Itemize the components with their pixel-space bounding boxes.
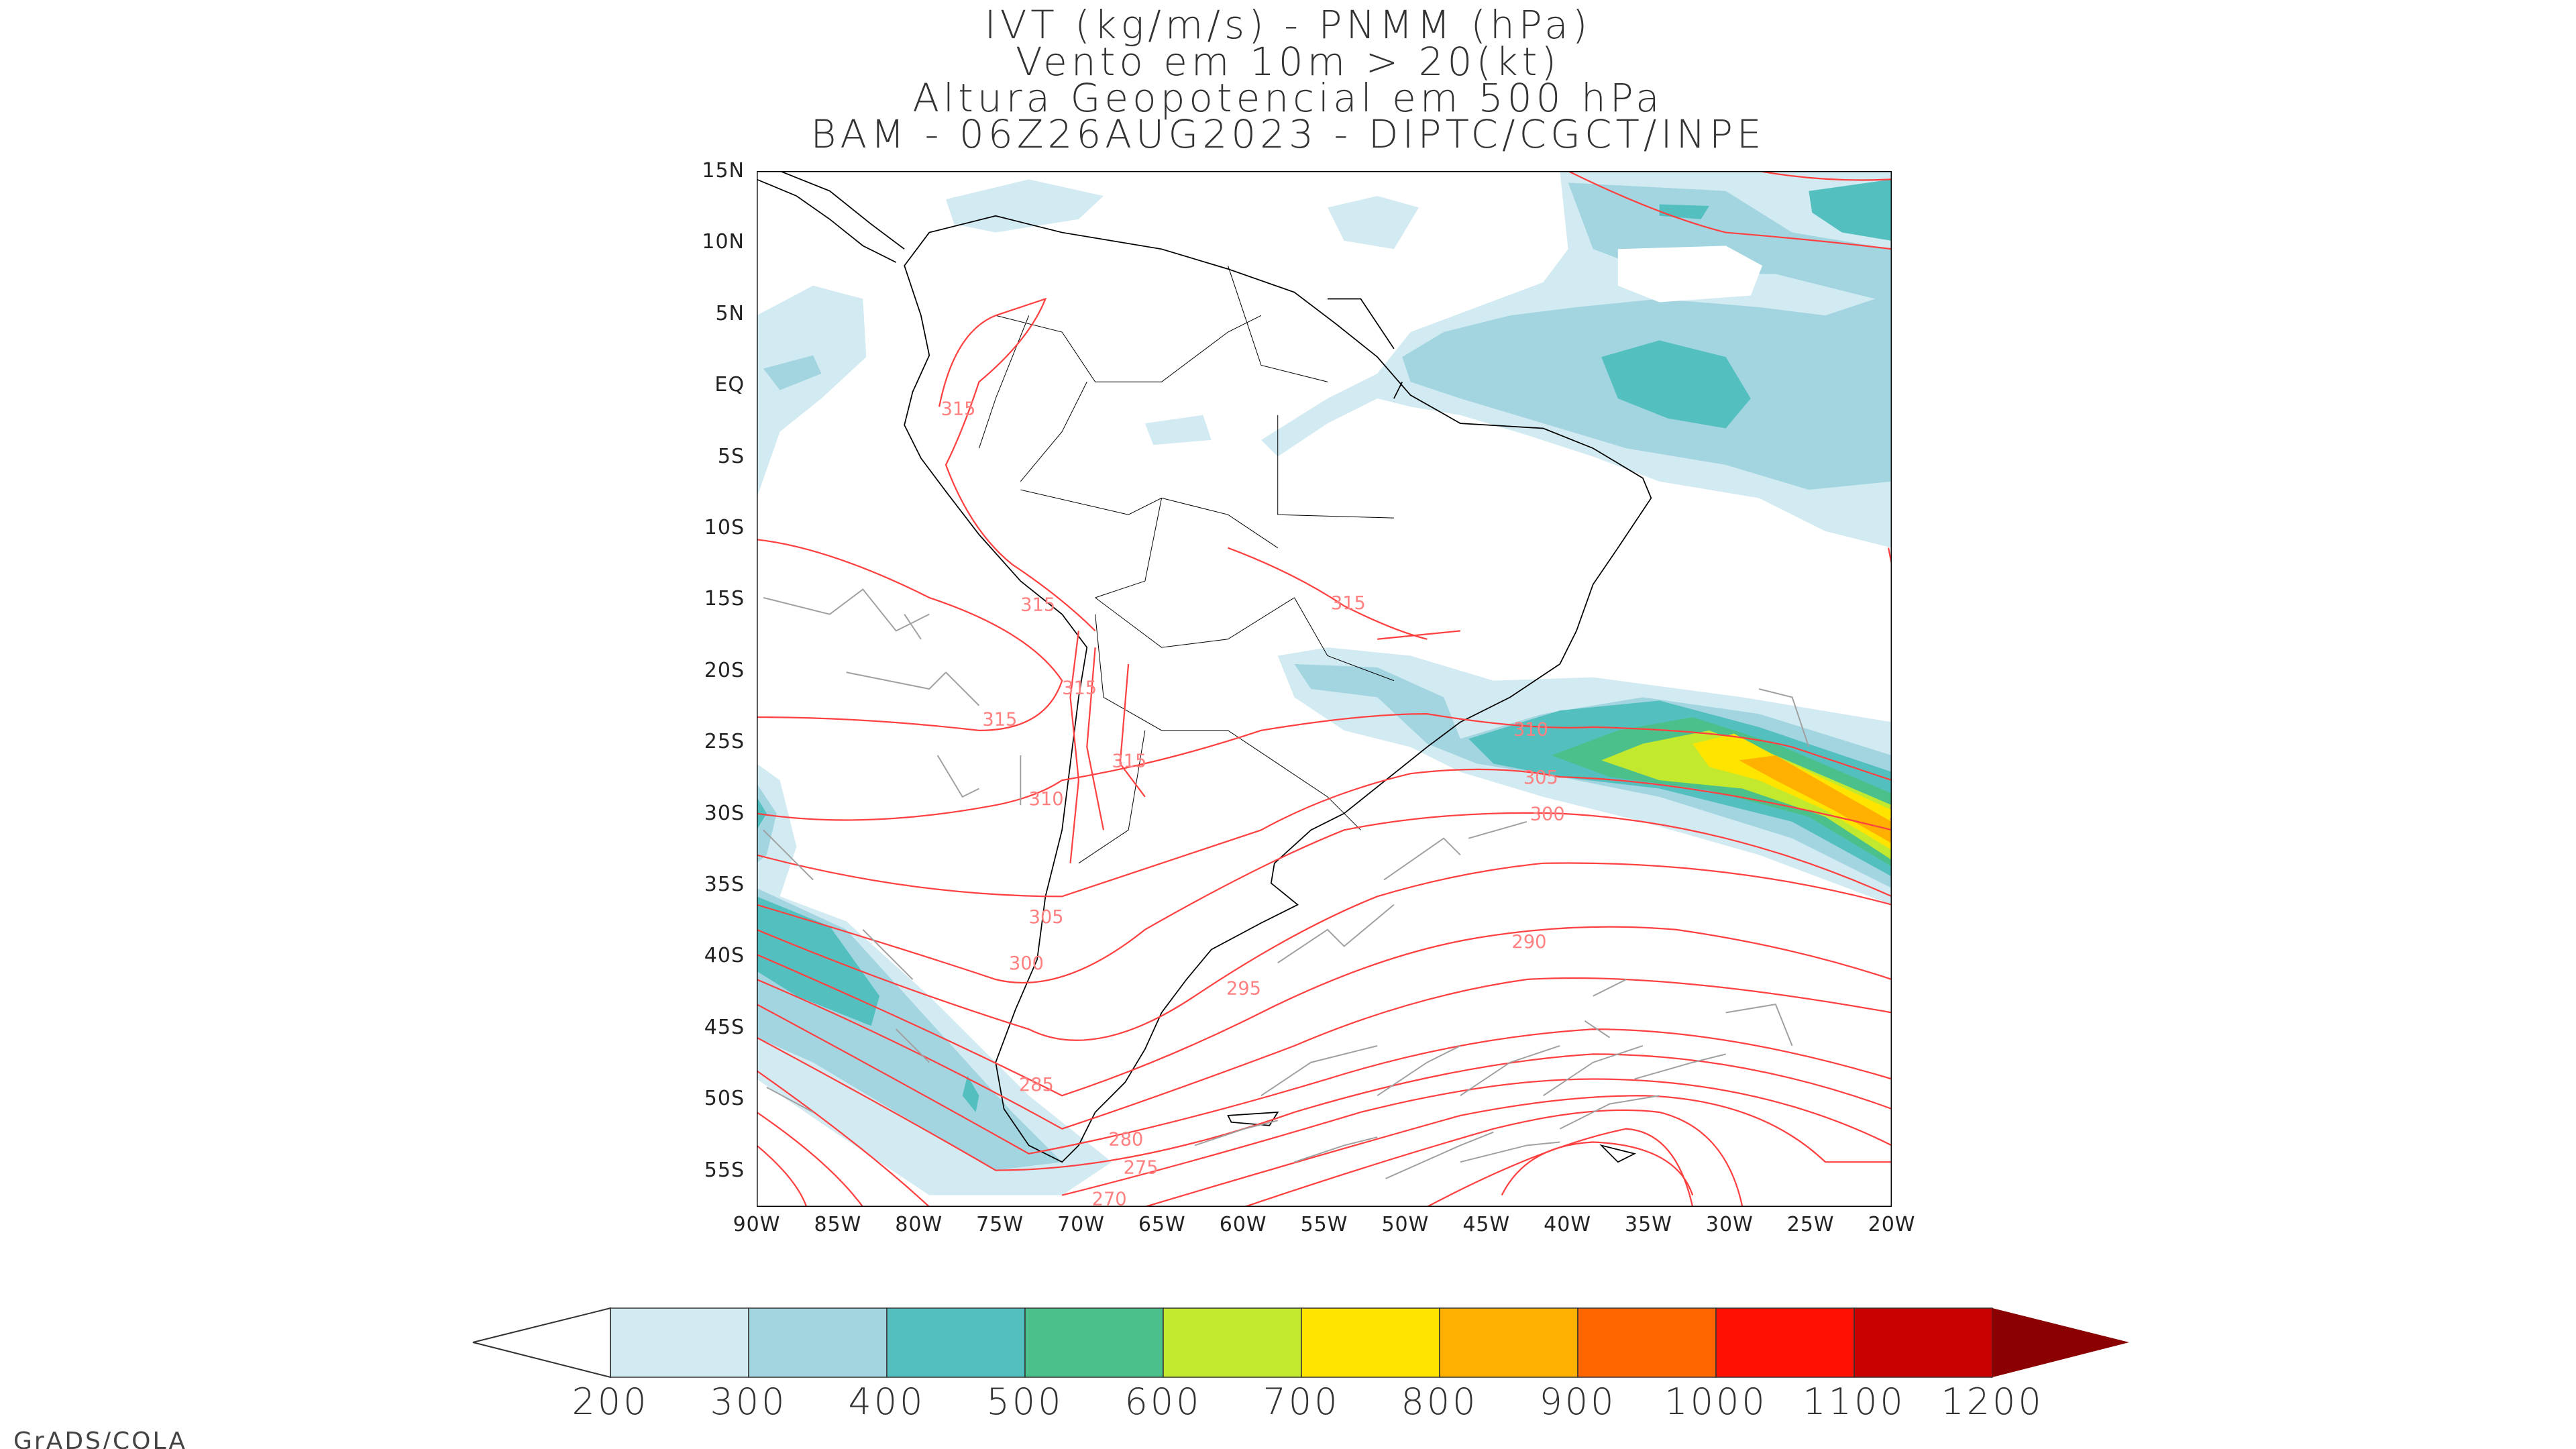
title-line-3: Altura Geopotencial em 500 hPa [912, 75, 1664, 121]
colorbar-box [1301, 1307, 1440, 1378]
colorbar-box [1577, 1307, 1717, 1378]
colorbar-label: 300 [710, 1381, 788, 1423]
colorbar-label: 600 [1124, 1381, 1202, 1423]
colorbar-box [1163, 1307, 1302, 1378]
lon-tick-label: 60W [1219, 1213, 1267, 1236]
lon-tick-label: 30W [1705, 1213, 1754, 1236]
lat-tick-label: 45S [704, 1015, 745, 1039]
contour-label: 300 [1009, 953, 1044, 974]
coastline [757, 171, 1652, 1163]
colorbar-label: 1200 [1941, 1381, 2044, 1423]
colorbar-label: 400 [848, 1381, 926, 1423]
lon-tick-label: 20W [1868, 1213, 1916, 1236]
lat-tick-label: 10S [704, 516, 745, 539]
south-america-outline [904, 215, 1652, 1163]
contour-label: 315 [1331, 593, 1366, 614]
colorbar-box [1024, 1307, 1164, 1378]
contour-label: 300 [1888, 804, 1892, 824]
lat-tick-label: 25S [704, 730, 745, 754]
ivt-shading [757, 171, 1892, 1195]
contour-label: 270 [1092, 1189, 1127, 1207]
contour-label: 310 [1513, 719, 1548, 740]
contour-label: 305 [1523, 767, 1558, 788]
colorbar-box [1854, 1307, 1993, 1378]
colorbar-box [748, 1307, 888, 1378]
geopotential-contours [757, 171, 1892, 1207]
contour-label: 285 [1019, 1075, 1054, 1095]
lon-tick-label: 50W [1381, 1213, 1430, 1236]
lat-tick-label: 35S [704, 873, 745, 896]
lat-tick-label: 5S [717, 444, 745, 468]
colorbar-label: 200 [572, 1381, 649, 1423]
contour-label: 315 [1112, 751, 1146, 771]
colorbar-label: 800 [1401, 1381, 1479, 1423]
title-line-1: IVT (kg/m/s) - PNMM (hPa) [984, 2, 1592, 48]
lon-tick-label: 55W [1300, 1213, 1348, 1236]
colorbar-box [886, 1307, 1026, 1378]
lon-tick-label: 70W [1057, 1213, 1105, 1236]
title-line-4: BAM - 06Z26AUG2023 - DIPTC/CGCT/INPE [810, 111, 1766, 157]
lat-tick-label: 30S [704, 801, 745, 825]
colorbar [472, 1307, 2129, 1379]
lat-tick-label: 15N [702, 159, 745, 182]
lon-tick-label: 45W [1462, 1213, 1511, 1236]
contour-label: 300 [1530, 804, 1565, 824]
ivt-area-400 [1402, 182, 1892, 490]
contour-labels: 315 315 315 315 315 315 310 310 305 305 … [941, 399, 1892, 1207]
contour-label: 310 [1029, 789, 1064, 810]
country-borders [979, 265, 1395, 864]
contour-label: 315 [941, 399, 976, 420]
contour-label: 290 [1512, 932, 1547, 953]
contour-label: 305 [1029, 907, 1064, 928]
colorbar-above-triangle [1992, 1308, 2129, 1377]
lon-tick-label: 80W [895, 1213, 943, 1236]
colorbar-label: 700 [1263, 1381, 1340, 1423]
colorbar-below-triangle [472, 1307, 611, 1379]
contour-label: 275 [1124, 1158, 1159, 1179]
lon-tick-label: 90W [733, 1213, 781, 1236]
contour-label: 280 [1108, 1129, 1143, 1150]
colorbar-label: 1000 [1664, 1381, 1768, 1423]
lat-tick-label: EQ [714, 373, 745, 397]
lat-tick-label: 10N [702, 230, 745, 254]
colorbar-box [1439, 1307, 1578, 1378]
lon-tick-label: 75W [976, 1213, 1024, 1236]
lat-tick-label: 20S [704, 658, 745, 682]
wind-barbs [763, 588, 1810, 1179]
contour-label: 295 [1226, 978, 1261, 999]
lon-tick-label: 85W [814, 1213, 862, 1236]
colorbar-label: 1100 [1803, 1381, 1906, 1423]
contour-label: 315 [982, 709, 1017, 730]
lat-tick-label: 50S [704, 1087, 745, 1111]
colorbar-box [1715, 1307, 1855, 1378]
lon-tick-label: 40W [1544, 1213, 1592, 1236]
lat-tick-label: 15S [704, 587, 745, 611]
lon-tick-label: 35W [1625, 1213, 1672, 1236]
colorbar-box [610, 1307, 749, 1378]
title-line-2: Vento em 10m > 20(kt) [1015, 39, 1561, 85]
ivt-area-500 [1601, 340, 1751, 429]
lat-tick-label: 5N [715, 301, 745, 325]
contour-label: 315 [1020, 595, 1055, 616]
contour-label: 315 [1062, 678, 1097, 698]
lat-tick-label: 40S [704, 944, 745, 968]
colorbar-label: 900 [1539, 1381, 1617, 1423]
lat-tick-label: 55S [704, 1158, 745, 1182]
colorbar-label: 500 [986, 1381, 1064, 1423]
footer-credit: GrADS/COLA [13, 1428, 188, 1449]
lon-tick-label: 25W [1786, 1213, 1835, 1236]
map-plot: 315 315 315 315 315 315 310 310 305 305 … [757, 171, 1892, 1207]
lon-tick-label: 65W [1138, 1213, 1186, 1236]
central-america-outline [757, 171, 905, 263]
